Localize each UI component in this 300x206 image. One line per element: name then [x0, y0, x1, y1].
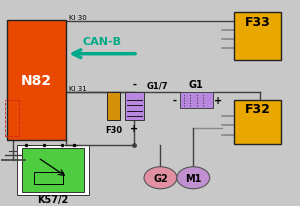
- Text: KI 31: KI 31: [69, 85, 87, 91]
- Text: N82: N82: [21, 73, 52, 87]
- Text: F30: F30: [105, 125, 122, 134]
- Text: +: +: [214, 95, 222, 105]
- Text: +: +: [130, 123, 138, 133]
- Text: G1/7: G1/7: [147, 81, 169, 90]
- Circle shape: [144, 167, 177, 189]
- Bar: [7, 21, 66, 140]
- Text: F32: F32: [244, 103, 270, 116]
- Bar: [180, 92, 213, 108]
- Text: -: -: [172, 95, 176, 105]
- Bar: [107, 92, 120, 120]
- Bar: [5, 100, 19, 136]
- Bar: [22, 148, 84, 192]
- Bar: [17, 145, 89, 195]
- Text: K57/2: K57/2: [37, 194, 69, 204]
- Bar: [34, 172, 63, 184]
- Text: -: -: [132, 79, 136, 89]
- Text: G1: G1: [189, 79, 204, 89]
- Bar: [234, 100, 281, 144]
- Text: CAN-B: CAN-B: [83, 36, 122, 47]
- Text: M1: M1: [185, 173, 202, 183]
- Bar: [234, 13, 281, 60]
- Text: F33: F33: [244, 16, 270, 29]
- Bar: [124, 92, 144, 120]
- Text: KI 30: KI 30: [69, 15, 87, 21]
- Text: G2: G2: [153, 173, 168, 183]
- Circle shape: [177, 167, 210, 189]
